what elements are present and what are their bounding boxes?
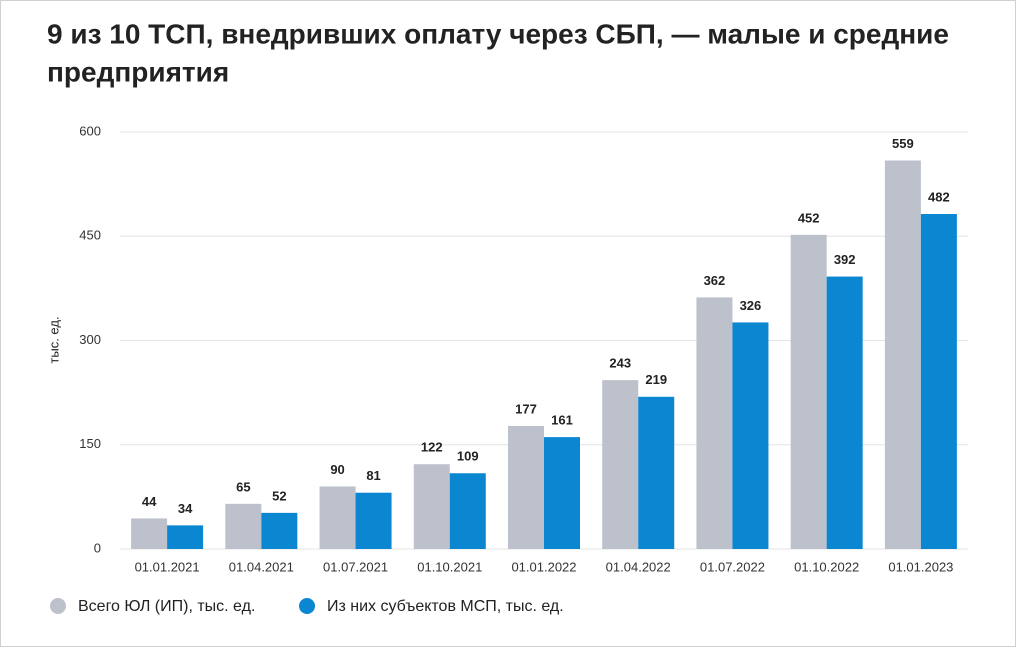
x-tick-label: 01.07.2021 bbox=[323, 559, 388, 574]
value-label: 392 bbox=[834, 252, 856, 267]
x-tick-label: 01.04.2022 bbox=[606, 559, 671, 574]
value-label: 90 bbox=[330, 462, 344, 477]
value-label: 482 bbox=[928, 189, 950, 204]
bar bbox=[319, 486, 356, 549]
bar bbox=[355, 492, 392, 549]
y-tick-label: 600 bbox=[79, 123, 101, 138]
value-label: 122 bbox=[421, 440, 443, 455]
x-tick-label: 01.10.2021 bbox=[417, 559, 482, 574]
value-label: 326 bbox=[740, 298, 762, 313]
bar bbox=[790, 234, 827, 550]
bar bbox=[225, 503, 262, 549]
value-label: 362 bbox=[704, 273, 726, 288]
bar bbox=[920, 214, 957, 549]
x-tick-label: 01.07.2022 bbox=[700, 559, 765, 574]
x-tick-label: 01.01.2021 bbox=[135, 559, 200, 574]
y-tick-label: 150 bbox=[79, 436, 101, 451]
bar bbox=[602, 380, 639, 549]
y-tick-label: 450 bbox=[79, 228, 101, 243]
bar bbox=[826, 276, 863, 549]
legend-label: Из них субъектов МСП, тыс. ед. bbox=[327, 598, 564, 615]
value-label: 559 bbox=[892, 136, 914, 151]
bar bbox=[732, 322, 769, 549]
value-label: 44 bbox=[142, 494, 157, 509]
chart-title: предприятия bbox=[47, 56, 229, 87]
bar bbox=[131, 518, 168, 549]
bar bbox=[884, 160, 921, 549]
value-label: 177 bbox=[515, 401, 537, 416]
x-tick-label: 01.04.2021 bbox=[229, 559, 294, 574]
value-label: 34 bbox=[178, 501, 193, 516]
value-label: 81 bbox=[366, 468, 380, 483]
chart-title: 9 из 10 ТСП, внедривших оплату через СБП… bbox=[47, 18, 949, 49]
x-tick-label: 01.01.2022 bbox=[511, 559, 576, 574]
bar bbox=[413, 464, 450, 549]
legend-label: Всего ЮЛ (ИП), тыс. ед. bbox=[78, 598, 255, 615]
bar bbox=[638, 396, 675, 549]
bar bbox=[261, 512, 298, 549]
value-label: 52 bbox=[272, 488, 286, 503]
bar bbox=[508, 425, 544, 549]
value-label: 161 bbox=[551, 413, 573, 428]
bar bbox=[696, 297, 733, 549]
x-tick-label: 01.10.2022 bbox=[794, 559, 859, 574]
value-label: 65 bbox=[236, 479, 250, 494]
bar bbox=[544, 437, 580, 549]
x-tick-label: 01.01.2023 bbox=[888, 559, 953, 574]
y-axis-label: тыс. ед. bbox=[46, 316, 61, 363]
legend-marker bbox=[299, 598, 315, 614]
y-tick-label: 0 bbox=[94, 540, 101, 555]
value-label: 243 bbox=[609, 356, 631, 371]
value-label: 219 bbox=[645, 372, 667, 387]
legend-marker bbox=[50, 598, 66, 614]
value-label: 109 bbox=[457, 449, 479, 464]
value-label: 452 bbox=[798, 210, 820, 225]
bar bbox=[449, 473, 486, 549]
y-tick-label: 300 bbox=[79, 332, 101, 347]
bar bbox=[167, 525, 204, 549]
